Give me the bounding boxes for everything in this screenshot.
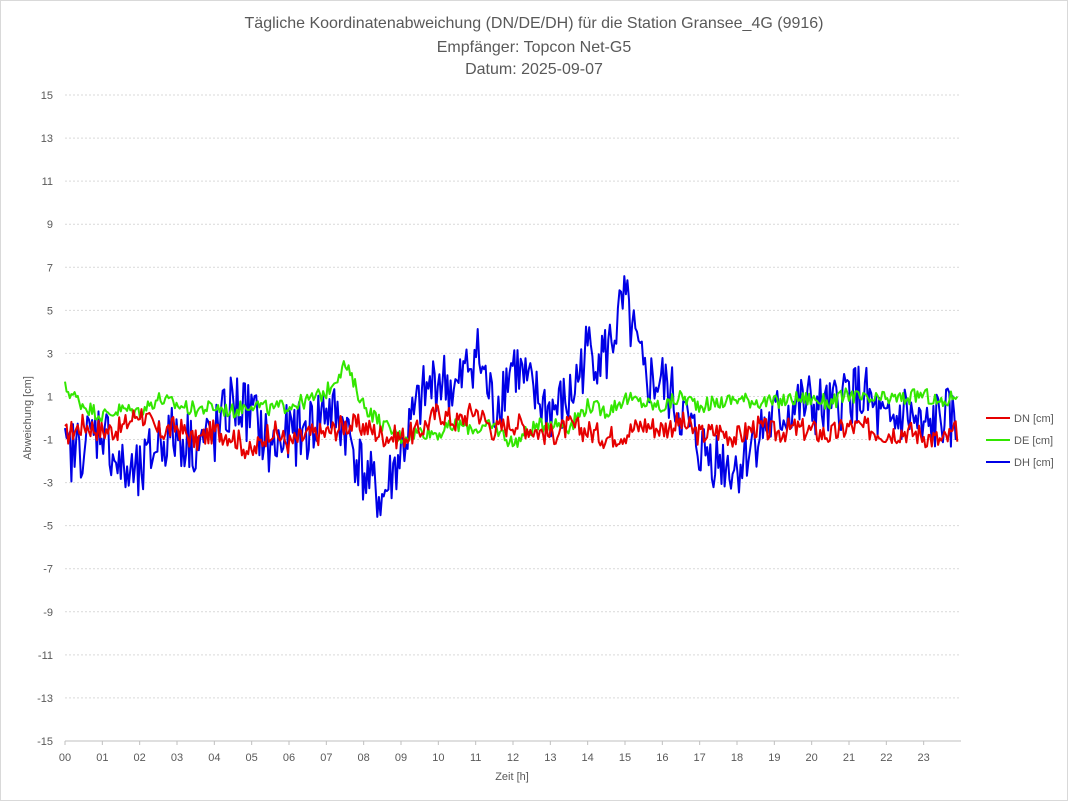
x-tick-label: 00: [59, 752, 71, 764]
y-tick-label: 3: [47, 348, 53, 360]
y-tick-label: -13: [37, 693, 53, 705]
chart-title: Tägliche Koordinatenabweichung (DN/DE/DH…: [245, 15, 824, 78]
x-tick-label: 02: [134, 752, 146, 764]
x-tick-label: 17: [694, 752, 706, 764]
legend: DN [cm] DE [cm] DH [cm]: [986, 413, 1054, 469]
gridlines: [65, 94, 961, 742]
x-tick-label: 19: [768, 752, 780, 764]
series-line-dh: [64, 275, 958, 518]
y-tick-label: -9: [43, 607, 53, 619]
y-tick-label: 5: [47, 305, 53, 317]
title-line-1: Tägliche Koordinatenabweichung (DN/DE/DH…: [245, 15, 824, 32]
y-axis-ticks: 15 13 11 9 7 5 3 1 -1 -3 -5 -7 -9 -11 -13 -15: [37, 90, 53, 748]
y-tick-label: -3: [43, 478, 53, 490]
x-tick-label: 03: [171, 752, 183, 764]
y-tick-label: -5: [43, 521, 53, 533]
x-tick-label: 10: [432, 752, 444, 764]
y-tick-label: 1: [47, 391, 53, 403]
x-tick-label: 16: [656, 752, 668, 764]
x-tick-label: 21: [843, 752, 855, 764]
x-tick-label: 07: [320, 752, 332, 764]
x-tick-label: 05: [246, 752, 258, 764]
legend-label: DN [cm]: [1014, 413, 1054, 425]
y-tick-label: -1: [43, 435, 53, 447]
series-lines: [64, 275, 959, 518]
y-tick-label: -15: [37, 736, 53, 748]
y-tick-label: -11: [38, 650, 53, 662]
x-axis-label: Zeit [h]: [495, 771, 529, 783]
x-tick-label: 15: [619, 752, 631, 764]
title-line-3: Datum: 2025-09-07: [465, 61, 603, 78]
x-tick-label: 06: [283, 752, 295, 764]
x-tick-label: 04: [208, 752, 220, 764]
y-tick-label: -7: [43, 564, 53, 576]
y-tick-label: 13: [41, 133, 53, 145]
x-tick-label: 20: [806, 752, 818, 764]
y-tick-label: 15: [41, 90, 53, 102]
y-axis-label: Abweichung [cm]: [22, 376, 34, 460]
x-tick-label: 11: [470, 752, 481, 764]
x-tick-label: 23: [918, 752, 930, 764]
legend-label: DE [cm]: [1014, 435, 1053, 447]
series-line-dn: [64, 402, 959, 460]
x-tick-label: 14: [582, 752, 594, 764]
series-line-de: [64, 360, 959, 448]
x-tick-label: 13: [544, 752, 556, 764]
x-axis-ticks: 00 01 02 03 04 05 06 07 08 09 10 11 12 13 14 15 16 17 18 19…: [59, 741, 930, 764]
x-tick-label: 12: [507, 752, 519, 764]
legend-label: DH [cm]: [1014, 457, 1054, 469]
x-tick-label: 01: [96, 752, 108, 764]
y-tick-label: 7: [47, 262, 53, 274]
x-tick-label: 09: [395, 752, 407, 764]
title-line-2: Empfänger: Topcon Net-G5: [437, 39, 632, 56]
x-tick-label: 22: [880, 752, 892, 764]
y-tick-label: 9: [47, 219, 53, 231]
x-tick-label: 08: [358, 752, 370, 764]
y-tick-label: 11: [42, 176, 53, 188]
x-tick-label: 18: [731, 752, 743, 764]
